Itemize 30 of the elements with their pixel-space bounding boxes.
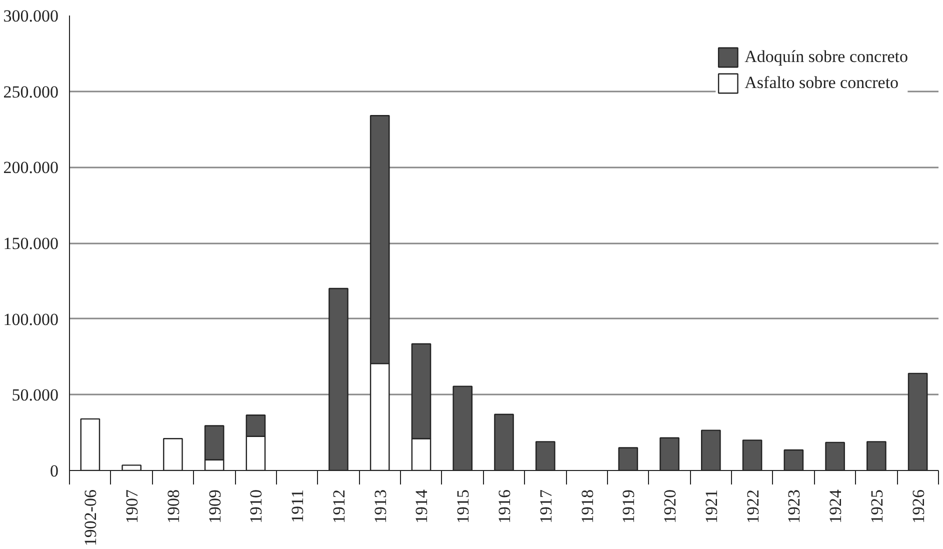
x-tick-label: 1925 (867, 490, 886, 524)
legend-label: Adoquín sobre concreto (744, 47, 908, 67)
x-tick-label: 1921 (702, 490, 721, 524)
x-tick-label: 1902-06 (81, 489, 100, 546)
x-tick-label: 1920 (660, 490, 680, 524)
x-tick-label: 1924 (826, 489, 846, 524)
x-tick-label: 1922 (743, 490, 762, 524)
x-tick-label: 1918 (578, 490, 597, 524)
y-tick-label: 100.000 (3, 310, 58, 329)
x-tick-label: 1915 (454, 490, 473, 524)
y-tick-label: 250.000 (3, 82, 58, 102)
x-tick-label: 1913 (370, 490, 390, 524)
y-tick-label: 300.000 (3, 6, 58, 26)
y-tick-label: 0 (50, 462, 58, 480)
x-tick-label: 1909 (205, 490, 224, 524)
x-tick-label: 1908 (164, 490, 183, 524)
x-tick-label: 1919 (619, 490, 638, 524)
x-tick-label: 1910 (246, 490, 266, 524)
y-tick-label: 200.000 (3, 158, 58, 178)
x-tick-label: 1916 (495, 490, 514, 524)
legend-label: Asfalto sobre concreto (744, 73, 899, 93)
x-tick-label: 1907 (122, 489, 142, 524)
x-tick-label: 1912 (329, 490, 348, 524)
x-tick-label: 1917 (536, 489, 556, 524)
x-tick-label: 1914 (412, 489, 432, 524)
y-tick-label: 50.000 (12, 386, 58, 405)
x-tick-label: 1923 (784, 490, 804, 524)
x-tick-label: 1911 (288, 489, 308, 523)
x-tick-label: 1926 (908, 490, 928, 524)
y-tick-label: 150.000 (3, 234, 58, 253)
